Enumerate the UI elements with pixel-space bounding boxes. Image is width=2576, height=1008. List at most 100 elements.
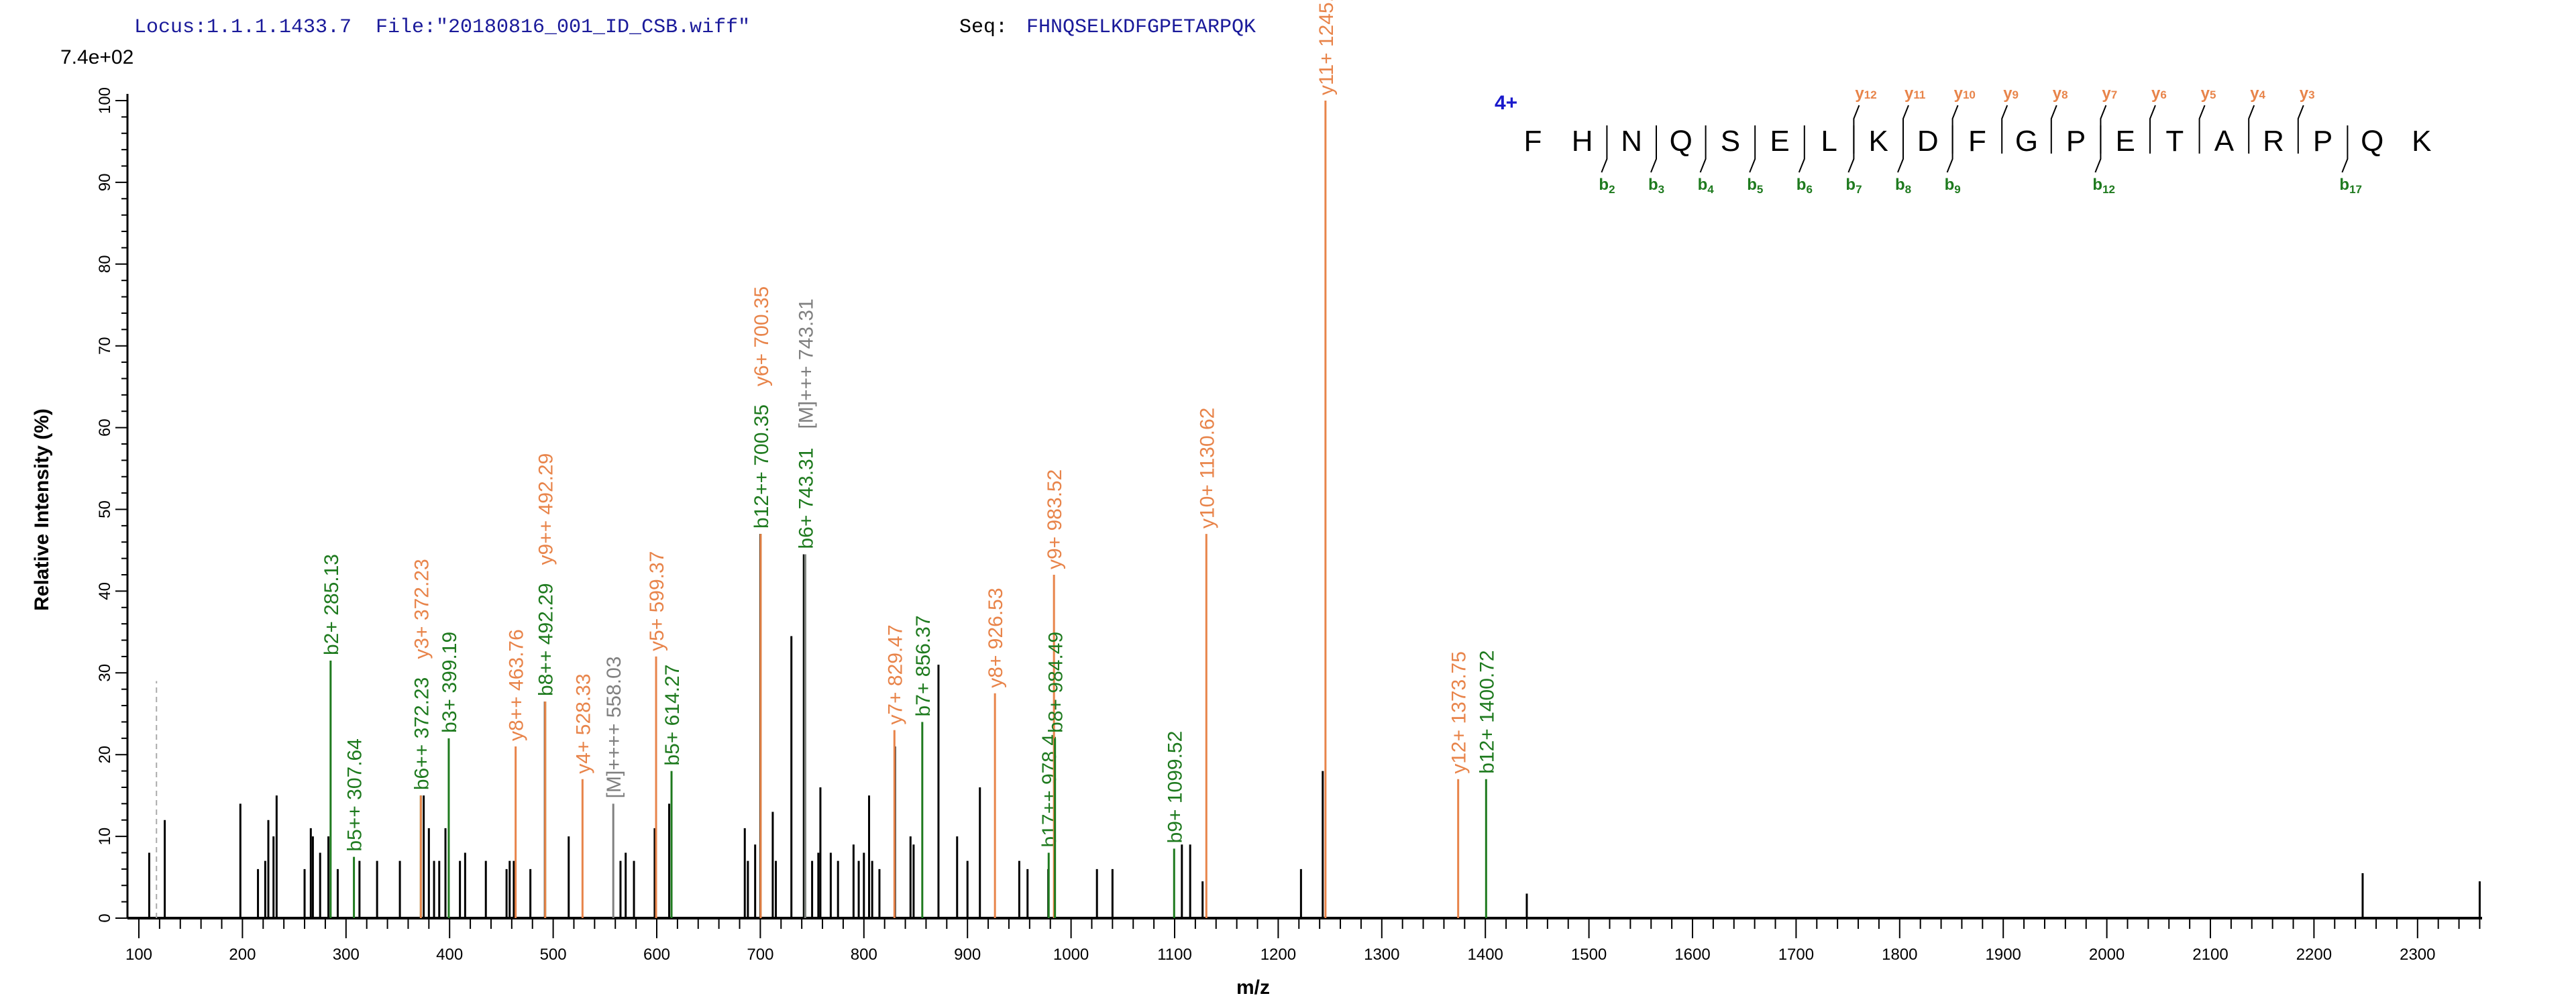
- y-ion-letter: y: [1855, 85, 1864, 103]
- precursor-ion-label: [M]++++ 558.03: [603, 656, 625, 798]
- x-tick-label: 400: [436, 946, 463, 964]
- y-ion-marker-label: y9: [2003, 85, 2019, 103]
- x-tick-label: 600: [643, 946, 670, 964]
- b-ion-letter: b: [1747, 176, 1757, 194]
- y-tick-label: 50: [96, 500, 114, 518]
- y-ion-break-marker: [1951, 105, 1959, 154]
- y-ion-letter: y: [2250, 85, 2259, 103]
- y-ion-marker-label: y12: [1855, 85, 1876, 103]
- residue: Q: [1670, 125, 1693, 158]
- y-ion-letter: y: [1954, 85, 1964, 103]
- x-tick-label: 2200: [2296, 946, 2332, 964]
- max-intensity-label: 7.4e+02: [60, 46, 133, 68]
- b-ion-label: b17++ 978.4: [1038, 734, 1061, 848]
- residue: K: [1869, 125, 1888, 158]
- x-tick-label: 1200: [1260, 946, 1296, 964]
- y-tick-label: 60: [96, 418, 114, 437]
- y-ion-index: 8: [2061, 89, 2068, 101]
- x-tick-label: 700: [747, 946, 773, 964]
- y-tick-label: 90: [96, 174, 114, 192]
- peaks: b2+ 285.13 b5++ 307.64 b6++ 372.23 y3+ 372.…: [148, 0, 2481, 918]
- header-seq-label: Seq:: [959, 16, 1008, 39]
- x-tick-label: 1600: [1674, 946, 1710, 964]
- b-ion-letter: b: [1845, 176, 1856, 194]
- y-tick-label: 20: [96, 746, 114, 764]
- y-tick-label: 70: [96, 337, 114, 355]
- y-tick-label: 100: [96, 87, 114, 114]
- y-ion-break-marker: [1853, 105, 1860, 154]
- y-tick-label: 0: [96, 913, 114, 922]
- x-tick-label: 1900: [1986, 946, 2021, 964]
- y-ion-index: 5: [2210, 89, 2216, 101]
- y-ion-index: 4: [2259, 89, 2266, 101]
- b-ion-label: b5+ 614.27: [661, 665, 684, 766]
- y-ion-letter: y: [1904, 85, 1914, 103]
- y-ion-label: y4+ 528.33: [572, 673, 594, 773]
- precursor-ion-label: [M]+++ 743.31: [795, 298, 817, 429]
- x-tick-label: 500: [540, 946, 567, 964]
- b-ion-break-marker: [1699, 125, 1707, 173]
- y-ion-label: y12+ 1373.75: [1448, 651, 1470, 774]
- residue: D: [1917, 125, 1939, 158]
- y-ion-label: y7+ 829.47: [884, 624, 906, 724]
- sequence-fragment-map: 4+ F H N Q S E L K D F G P E T A R P Q Kb2 b3 b4 b5 b6 b7 b8 b9 b1…: [1495, 85, 2431, 196]
- x-tick-label: 2100: [2192, 946, 2228, 964]
- y-ion-letter: y: [2201, 85, 2210, 103]
- y-ion-marker-label: y4: [2250, 85, 2265, 103]
- y-ion-break-marker: [2198, 105, 2206, 154]
- b-ion-marker-label: b7: [1845, 176, 1862, 196]
- residue: E: [2116, 125, 2135, 158]
- y-ion-index: 3: [2308, 89, 2314, 101]
- residue: F: [1968, 125, 1986, 158]
- y-ion-index: 11: [1913, 89, 1925, 101]
- x-tick-label: 1300: [1364, 946, 1399, 964]
- b-ion-index: 8: [1905, 183, 1911, 196]
- y-ion-marker-label: y8: [2053, 85, 2068, 103]
- b-ion-letter: b: [1895, 176, 1905, 194]
- b-ion-break-marker: [2341, 125, 2349, 173]
- b-ion-letter: b: [1698, 176, 1708, 194]
- b-ion-marker-label: b17: [2339, 176, 2362, 196]
- b-ion-letter: b: [1648, 176, 1658, 194]
- y-ion-letter: y: [2300, 85, 2309, 103]
- y-ion-break-marker: [2050, 105, 2057, 154]
- y-ion-label: y9+ 983.52: [1044, 469, 1066, 569]
- y-ion-index: 10: [1963, 89, 1976, 101]
- b-ion-index: 12: [2102, 183, 2115, 196]
- x-tick-label: 1800: [1882, 946, 1917, 964]
- x-axis-label: m/z: [1236, 976, 1270, 999]
- y-tick-label: 80: [96, 255, 114, 273]
- b-ion-break-marker: [1897, 125, 1904, 173]
- b-ion-letter: b: [1599, 176, 1609, 194]
- y-ion-marker-label: y3: [2300, 85, 2315, 103]
- y-ion-break-marker: [2297, 105, 2304, 154]
- y-tick-label: 40: [96, 582, 114, 600]
- x-tick-label: 900: [954, 946, 981, 964]
- y-tick-label: 30: [96, 664, 114, 682]
- b-ion-label: b12++ 700.35: [751, 404, 773, 528]
- residue: Q: [2361, 125, 2383, 158]
- y-ion-marker-label: y6: [2151, 85, 2167, 103]
- b-ion-index: 3: [1658, 183, 1664, 196]
- residue: P: [2066, 125, 2086, 158]
- b-ion-letter: b: [1945, 176, 1955, 194]
- b-ion-break-marker: [1798, 125, 1805, 173]
- b-ion-label: b6+ 743.31: [795, 448, 817, 549]
- b-ion-break-marker: [2094, 125, 2102, 173]
- b-ion-label: b6++ 372.23: [411, 677, 433, 791]
- y-axis-label: Relative Intensity (%): [31, 408, 53, 611]
- b-ion-index: 2: [1609, 183, 1615, 196]
- y-ion-label: y3+ 372.23: [411, 559, 433, 659]
- residue: K: [2412, 125, 2431, 158]
- y-ion-index: 7: [2111, 89, 2117, 101]
- x-tick-label: 300: [333, 946, 360, 964]
- residue: F: [1524, 125, 1542, 158]
- residue: P: [2313, 125, 2332, 158]
- x-tick-label: 1400: [1468, 946, 1503, 964]
- y-ion-letter: y: [2102, 85, 2111, 103]
- b-ion-marker-label: b4: [1698, 176, 1715, 196]
- b-ion-label: b8+ 984.49: [1045, 632, 1067, 733]
- y-ion-label: y8+ 926.53: [985, 587, 1007, 687]
- header-file: File:"20180816_001_ID_CSB.wiff": [376, 16, 750, 39]
